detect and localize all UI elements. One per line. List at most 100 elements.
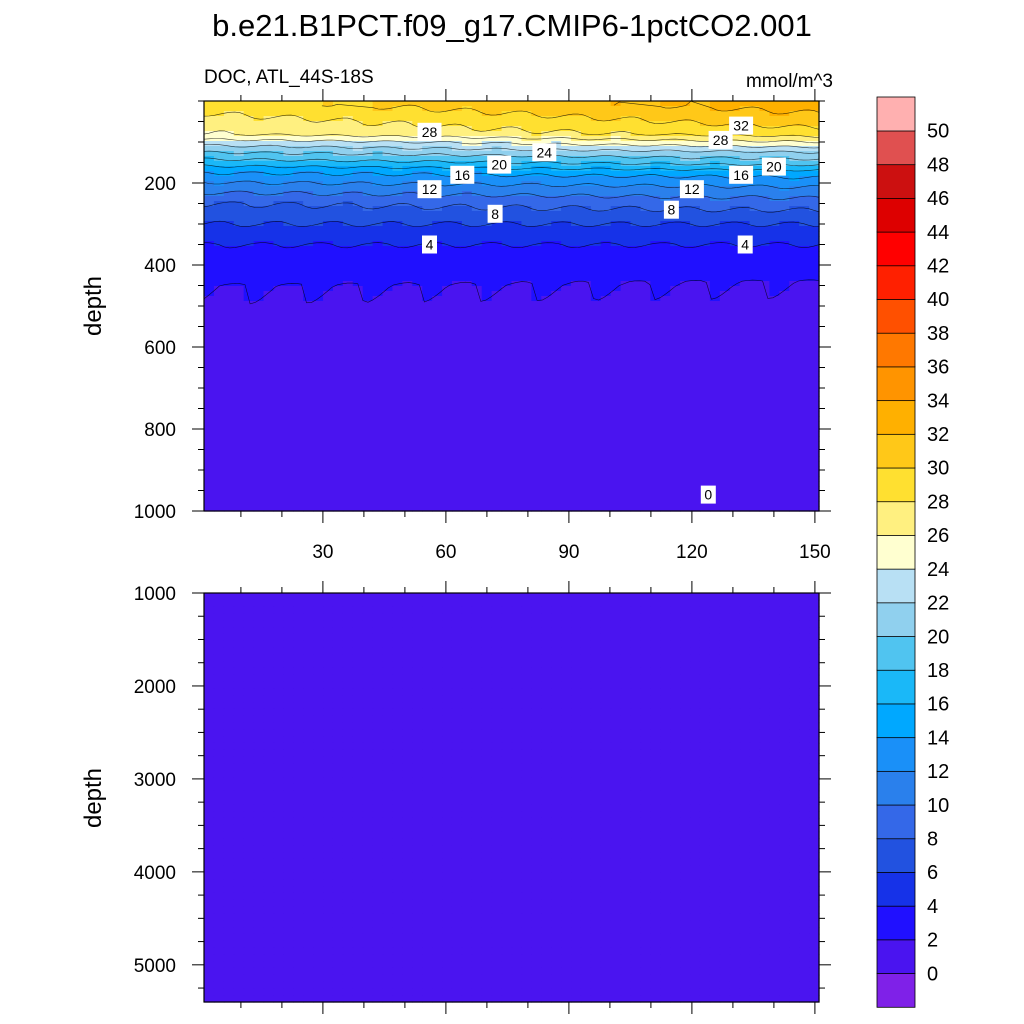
- heatmap-cell: [809, 146, 820, 152]
- heatmap-cell: [561, 351, 572, 357]
- heatmap-cell: [809, 351, 820, 357]
- heatmap-cell: [243, 291, 255, 297]
- heatmap-cell: [362, 146, 374, 152]
- heatmap-cell: [590, 146, 602, 152]
- heatmap-cell: [571, 391, 582, 397]
- heatmap-cell: [620, 376, 632, 382]
- heatmap-cell: [650, 356, 661, 362]
- heatmap-cell: [759, 321, 770, 327]
- heatmap-cell: [243, 236, 255, 242]
- heatmap-cell: [620, 311, 632, 317]
- heatmap-cell: [303, 496, 314, 502]
- heatmap-cell: [660, 461, 671, 467]
- heatmap-cell: [660, 346, 671, 352]
- heatmap-cell: [511, 376, 523, 382]
- heatmap-cell: [769, 306, 780, 312]
- heatmap-cell: [600, 471, 612, 477]
- heatmap-cell: [650, 276, 661, 282]
- heatmap-cell: [719, 331, 731, 337]
- heatmap-cell: [660, 491, 671, 497]
- heatmap-cell: [461, 116, 473, 122]
- heatmap-cell: [709, 236, 721, 242]
- heatmap-cell: [590, 106, 602, 112]
- heatmap-cell: [779, 241, 790, 247]
- heatmap-cell: [551, 271, 562, 277]
- heatmap-cell: [233, 201, 245, 207]
- heatmap-cell: [690, 326, 701, 332]
- heatmap-cell: [660, 401, 671, 407]
- heatmap-cell: [352, 496, 364, 502]
- heatmap-cell: [471, 151, 483, 157]
- heatmap-cell: [620, 421, 632, 427]
- heatmap-cell: [640, 391, 651, 397]
- heatmap-cell: [561, 396, 572, 402]
- heatmap-cell: [749, 386, 761, 392]
- heatmap-cell: [699, 221, 711, 227]
- heatmap-cell: [600, 246, 612, 252]
- heatmap-cell: [233, 126, 245, 132]
- heatmap-cell: [481, 381, 493, 387]
- heatmap-cell: [779, 131, 790, 137]
- heatmap-cell: [600, 266, 612, 272]
- heatmap-cell: [501, 291, 513, 297]
- heatmap-cell: [650, 386, 661, 392]
- heatmap-cell: [521, 296, 532, 302]
- heatmap-cell: [680, 351, 691, 357]
- heatmap-cell: [263, 151, 275, 157]
- heatmap-cell: [709, 466, 721, 472]
- heatmap-cell: [571, 451, 582, 457]
- heatmap-cell: [451, 256, 463, 262]
- heatmap-cell: [789, 146, 800, 152]
- heatmap-cell: [471, 251, 483, 257]
- heatmap-cell: [571, 371, 582, 377]
- heatmap-cell: [491, 266, 503, 272]
- heatmap-cell: [481, 421, 493, 427]
- heatmap-cell: [709, 381, 721, 387]
- heatmap-cell: [809, 216, 820, 222]
- heatmap-cell: [342, 386, 354, 392]
- heatmap-cell: [749, 146, 761, 152]
- heatmap-cell: [670, 256, 681, 262]
- heatmap-cell: [233, 431, 245, 437]
- heatmap-cell: [402, 216, 413, 222]
- heatmap-cell: [541, 206, 552, 212]
- heatmap-cell: [590, 366, 602, 372]
- heatmap-cell: [233, 456, 245, 462]
- heatmap-cell: [531, 456, 542, 462]
- heatmap-cell: [323, 411, 334, 417]
- heatmap-cell: [729, 201, 741, 207]
- heatmap-cell: [660, 471, 671, 477]
- heatmap-cell: [283, 296, 294, 302]
- heatmap-cell: [571, 146, 582, 152]
- heatmap-cell: [461, 286, 473, 292]
- heatmap-cell: [759, 296, 770, 302]
- heatmap-cell: [650, 406, 661, 412]
- heatmap-cell: [799, 456, 810, 462]
- heatmap-cell: [640, 121, 651, 127]
- heatmap-cell: [670, 331, 681, 337]
- heatmap-cell: [372, 486, 384, 492]
- heatmap-cell: [551, 151, 562, 157]
- heatmap-cell: [620, 121, 632, 127]
- heatmap-cell: [471, 316, 483, 322]
- heatmap-cell: [362, 296, 374, 302]
- heatmap-cell: [342, 411, 354, 417]
- heatmap-cell: [551, 416, 562, 422]
- heatmap-cell: [293, 311, 304, 317]
- heatmap-cell: [670, 461, 681, 467]
- heatmap-cell: [531, 211, 542, 217]
- heatmap-cell: [620, 131, 632, 137]
- heatmap-cell: [392, 291, 403, 297]
- heatmap-cell: [481, 251, 493, 257]
- chart-title: b.e21.B1PCT.f09_g17.CMIP6-1pctCO2.001: [212, 8, 812, 43]
- heatmap-cell: [620, 246, 632, 252]
- heatmap-cell: [451, 276, 463, 282]
- heatmap-cell: [501, 471, 513, 477]
- heatmap-cell: [699, 386, 711, 392]
- heatmap-cell: [650, 221, 661, 227]
- heatmap-cell: [541, 221, 552, 227]
- heatmap-cell: [481, 111, 493, 117]
- heatmap-cell: [670, 231, 681, 237]
- heatmap-cell: [551, 406, 562, 412]
- heatmap-cell: [342, 391, 354, 397]
